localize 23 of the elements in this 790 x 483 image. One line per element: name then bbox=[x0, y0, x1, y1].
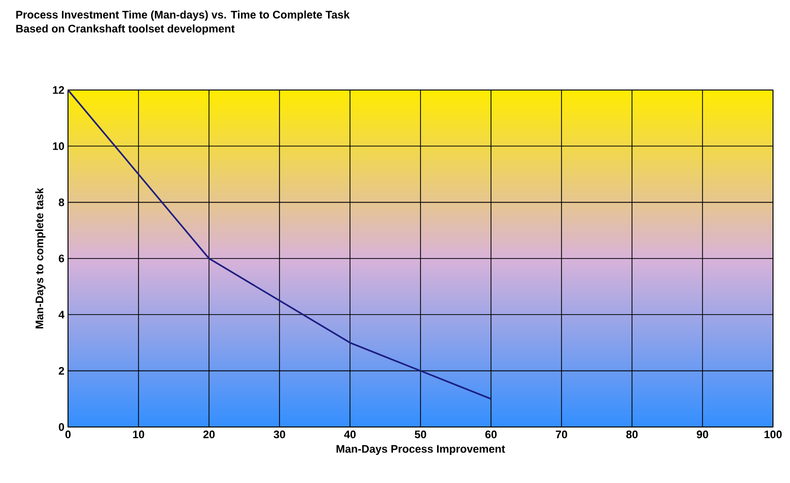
x-tick-label: 100 bbox=[764, 430, 782, 438]
chart-title: Process Investment Time (Man-days) vs. Time to Complete Task bbox=[16, 10, 350, 21]
chart-subtitle: Based on Crankshaft toolset development bbox=[16, 24, 235, 35]
y-tick-label: 4 bbox=[58, 310, 64, 318]
x-tick-label: 0 bbox=[65, 430, 71, 438]
x-tick-label: 50 bbox=[414, 430, 426, 438]
y-tick-label: 6 bbox=[58, 254, 64, 262]
x-tick-label: 20 bbox=[203, 430, 215, 438]
x-tick-label: 70 bbox=[556, 430, 568, 438]
x-axis-title: Man-Days Process Improvement bbox=[336, 445, 506, 455]
x-tick-label: 60 bbox=[485, 430, 497, 438]
x-tick-label: 80 bbox=[626, 430, 638, 438]
x-tick-label: 30 bbox=[274, 430, 286, 438]
y-tick-label: 8 bbox=[58, 198, 64, 206]
x-tick-label: 90 bbox=[696, 430, 708, 438]
y-tick-label: 0 bbox=[58, 423, 64, 431]
y-tick-label: 2 bbox=[58, 367, 64, 375]
y-tick-label: 12 bbox=[52, 86, 64, 94]
y-axis-title: Man-Days to complete task bbox=[35, 188, 46, 328]
y-tick-label: 10 bbox=[52, 142, 64, 150]
x-tick-label: 40 bbox=[344, 430, 356, 438]
line-series bbox=[68, 90, 492, 400]
x-tick-label: 10 bbox=[133, 430, 144, 438]
